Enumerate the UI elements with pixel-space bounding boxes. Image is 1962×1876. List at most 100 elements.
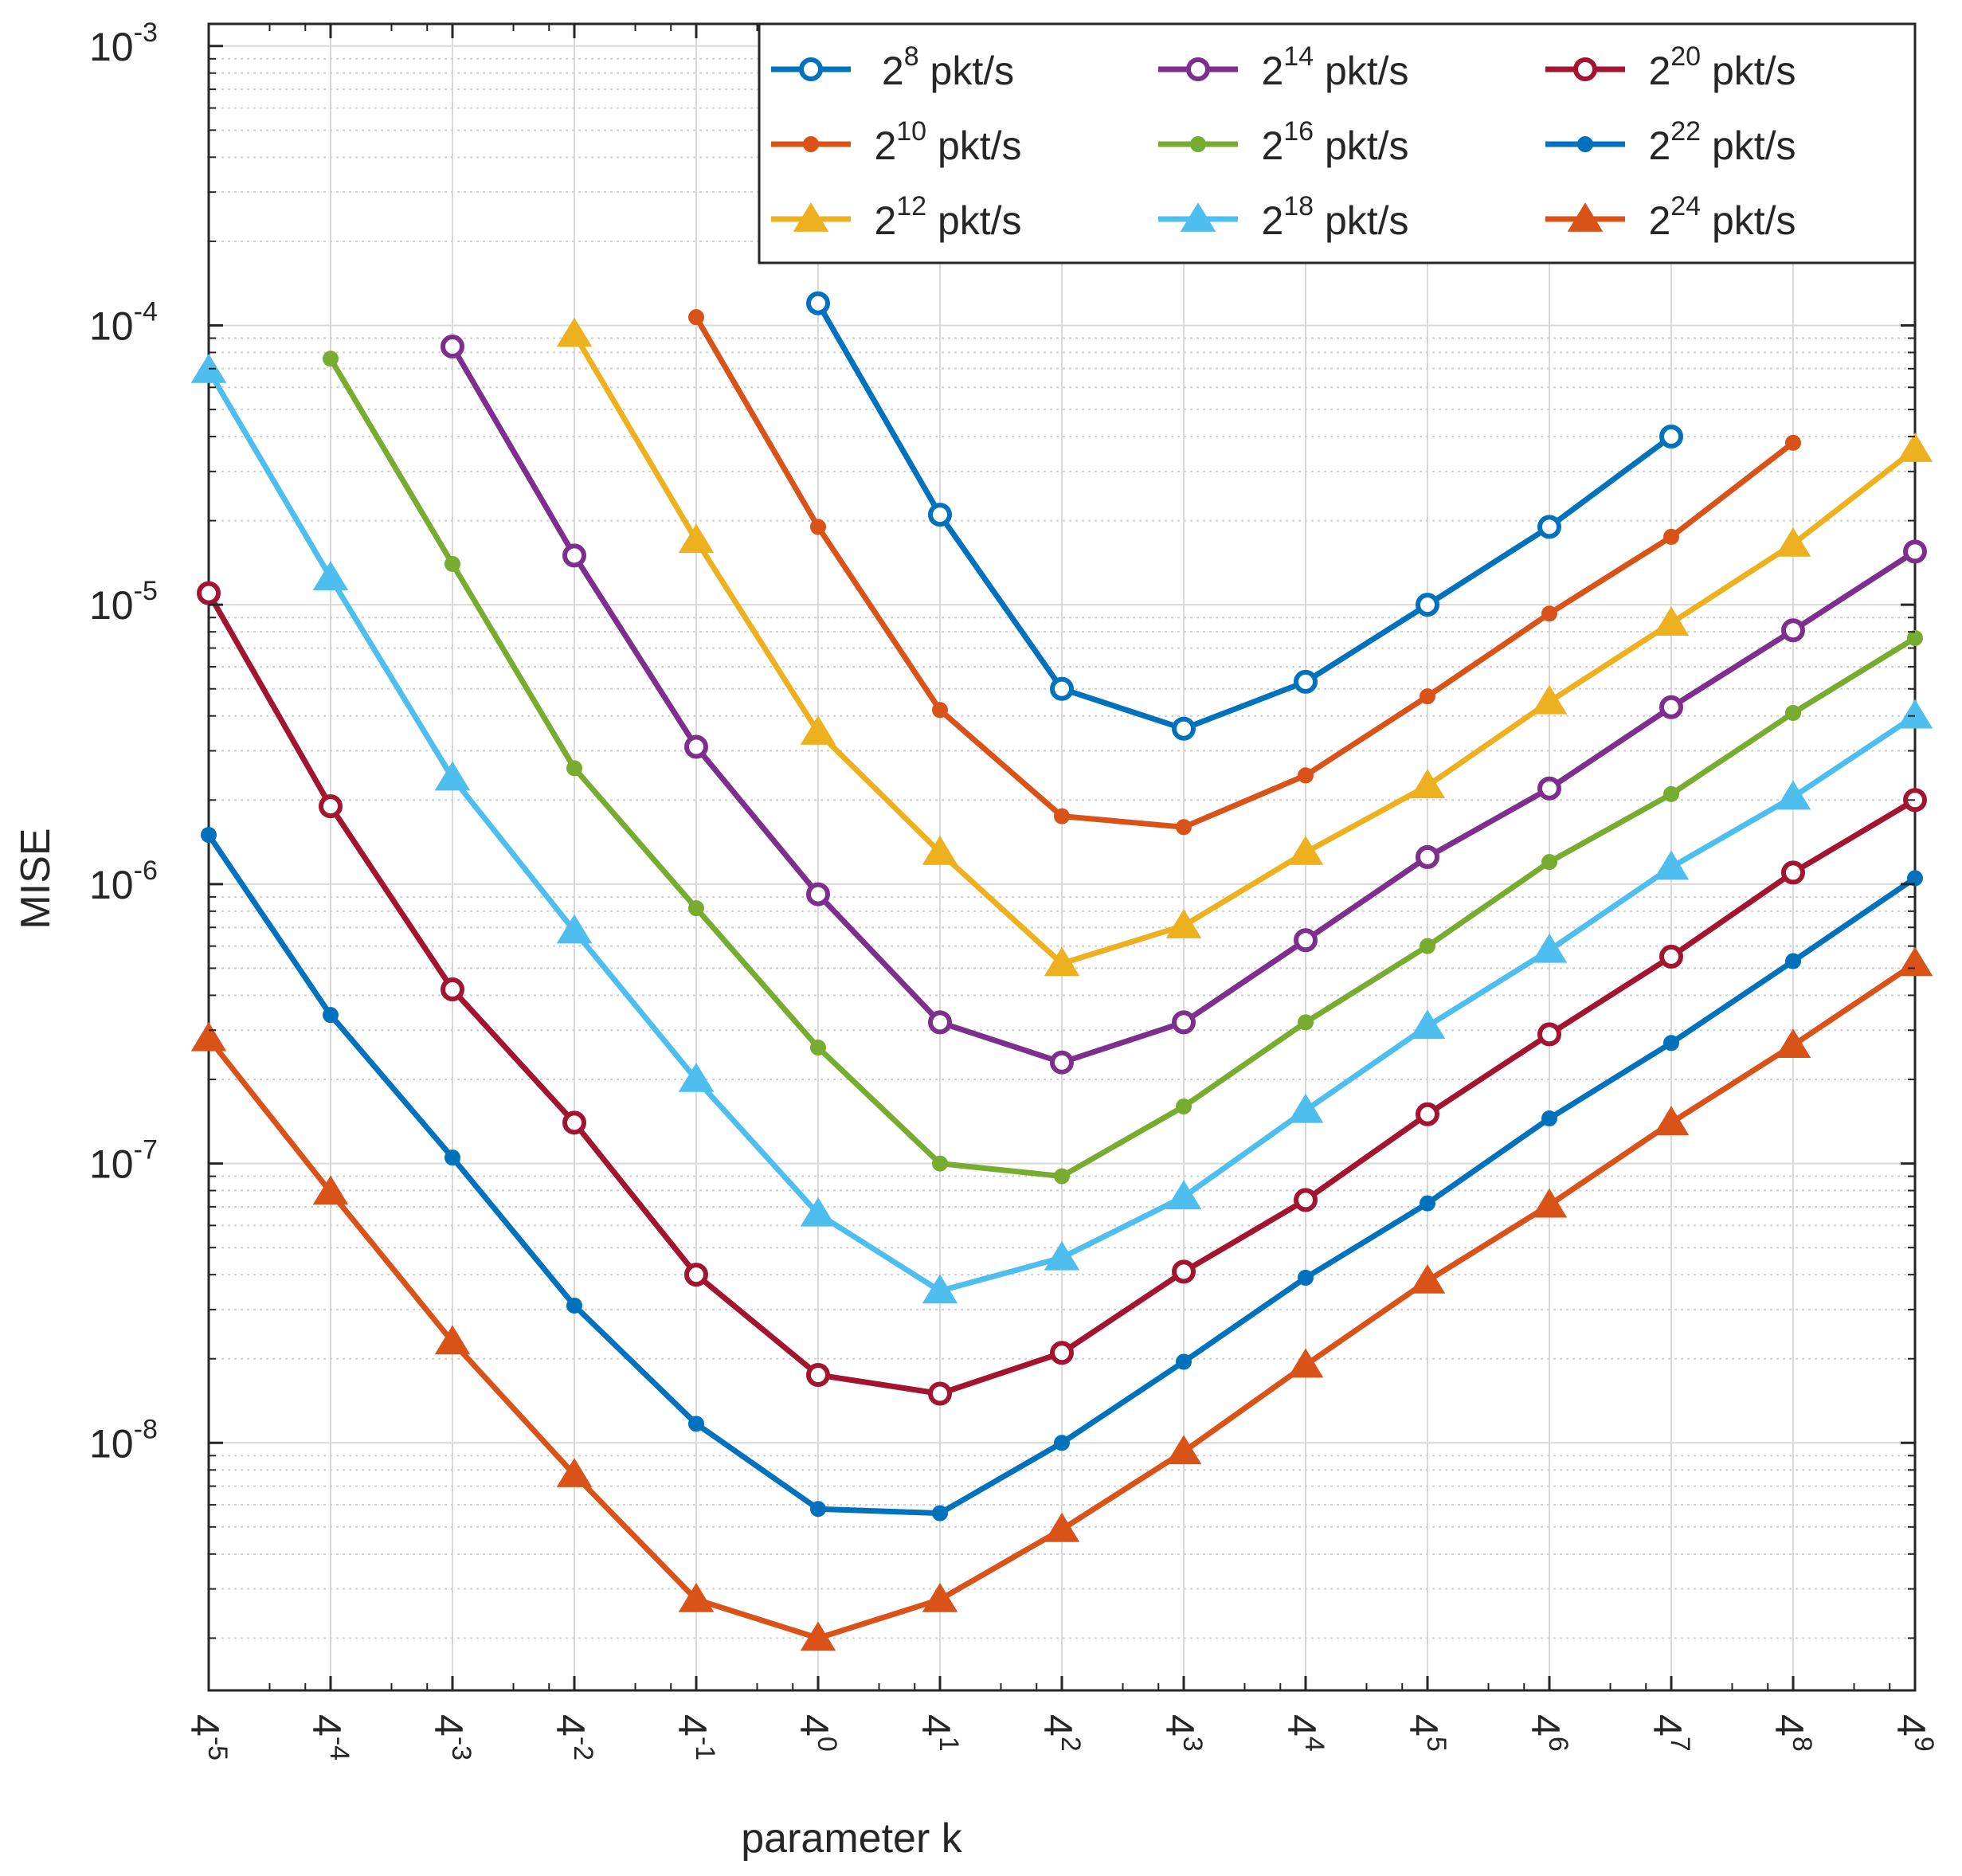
x-tick-exponent: -1 <box>690 1737 720 1760</box>
data-point <box>1165 1435 1202 1465</box>
legend-unit: pkt/s <box>926 123 1021 168</box>
data-point <box>1653 1106 1690 1136</box>
data-point <box>1287 835 1324 865</box>
data-point <box>1897 946 1933 977</box>
data-point <box>1190 136 1206 152</box>
legend-exponent: 12 <box>896 191 926 221</box>
x-tick-label-text: 41 <box>914 1714 964 1752</box>
x-tick-label: 48 <box>1767 1714 1817 1752</box>
data-point <box>1298 767 1314 784</box>
legend-label: 214 pkt/s <box>1261 41 1408 93</box>
data-point <box>1176 819 1192 836</box>
x-tick-label-text: 47 <box>1645 1714 1695 1752</box>
data-point <box>1775 1028 1811 1058</box>
data-point <box>684 734 708 759</box>
legend-item-12: 212 pkt/s <box>771 191 1022 243</box>
legend-item-22: 222 pkt/s <box>1545 116 1796 168</box>
data-point <box>1298 1269 1314 1286</box>
x-tick-base: 4 <box>548 1714 593 1737</box>
data-point <box>1537 1022 1561 1047</box>
data-point <box>922 1582 958 1612</box>
y-tick-base: 10 <box>89 863 134 907</box>
legend-base: 2 <box>874 198 896 243</box>
legend-unit: pkt/s <box>1314 198 1408 243</box>
data-point <box>1287 1093 1324 1123</box>
data-point <box>1573 57 1597 81</box>
data-point <box>441 977 464 1001</box>
data-point <box>1781 860 1805 885</box>
legend-base: 2 <box>1648 49 1670 93</box>
data-point <box>1044 1512 1080 1542</box>
x-tick-exponent: 5 <box>1421 1737 1451 1752</box>
data-point <box>197 581 221 605</box>
x-tick-base: 4 <box>670 1714 715 1737</box>
legend-exponent: 18 <box>1283 191 1314 221</box>
x-tick-label: 46 <box>1523 1714 1573 1752</box>
y-tick-exponent: -6 <box>134 856 158 886</box>
series-10 <box>688 309 1801 836</box>
data-point <box>922 835 958 865</box>
data-point <box>932 702 948 719</box>
data-point <box>1531 1188 1568 1218</box>
x-tick-label-text: 48 <box>1767 1714 1817 1752</box>
y-axis-label: MISE <box>13 828 59 929</box>
x-tick-base: 4 <box>1767 1714 1811 1737</box>
legend-base: 2 <box>1648 123 1670 168</box>
y-tick-exponent: -3 <box>134 18 158 48</box>
data-point <box>1897 433 1933 462</box>
data-point <box>1186 57 1210 81</box>
series-lines <box>190 291 1933 1651</box>
data-point <box>1172 1259 1196 1284</box>
x-tick-label-text: 46 <box>1523 1714 1573 1752</box>
data-point <box>1659 944 1683 969</box>
data-point <box>1663 1035 1679 1052</box>
data-point <box>688 309 704 326</box>
legend-unit: pkt/s <box>1314 49 1408 93</box>
x-tick-base: 4 <box>1523 1714 1568 1737</box>
data-point <box>1775 780 1811 810</box>
data-point <box>1541 605 1557 622</box>
y-tick-base: 10 <box>89 25 134 69</box>
data-point <box>323 1007 339 1024</box>
series-12 <box>556 317 1933 977</box>
legend-label: 224 pkt/s <box>1648 191 1796 243</box>
legend-unit: pkt/s <box>919 49 1014 93</box>
data-point <box>1659 425 1683 449</box>
data-point <box>1287 1348 1324 1378</box>
x-tick-exponent: 1 <box>934 1737 964 1752</box>
x-tick-exponent: -3 <box>446 1737 476 1760</box>
x-tick-exponent: 0 <box>812 1737 842 1752</box>
data-point <box>1531 684 1568 715</box>
data-point <box>803 136 819 152</box>
data-point <box>1531 933 1568 963</box>
legend-label: 218 pkt/s <box>1261 191 1408 243</box>
x-tick-exponent: 6 <box>1543 1737 1573 1752</box>
series-line <box>693 315 1796 830</box>
series-8 <box>806 291 1683 741</box>
legend-item-24: 224 pkt/s <box>1545 191 1796 243</box>
x-tick-label: 42 <box>1036 1714 1086 1752</box>
data-point <box>928 503 952 527</box>
data-point <box>1420 938 1435 954</box>
data-point <box>312 561 349 590</box>
legend-exponent: 16 <box>1283 116 1314 147</box>
legend-unit: pkt/s <box>1701 123 1796 168</box>
legend-label: 212 pkt/s <box>874 191 1021 243</box>
data-point <box>1653 850 1690 880</box>
data-point <box>434 1325 471 1355</box>
series-18 <box>190 354 1933 1304</box>
x-tick-label-text: 44 <box>1279 1714 1330 1752</box>
series-20 <box>197 581 1927 1406</box>
data-point <box>1294 669 1318 694</box>
legend-exponent: 10 <box>896 116 926 147</box>
data-point <box>1663 528 1679 545</box>
legend-label: 210 pkt/s <box>874 116 1021 168</box>
data-point <box>1537 515 1561 539</box>
data-point <box>1785 953 1801 969</box>
x-tick-label-text: 45 <box>1401 1714 1451 1752</box>
x-tick-base: 4 <box>1889 1714 1933 1737</box>
data-point <box>932 1155 948 1172</box>
y-tick-label: 10-3 <box>89 18 158 69</box>
